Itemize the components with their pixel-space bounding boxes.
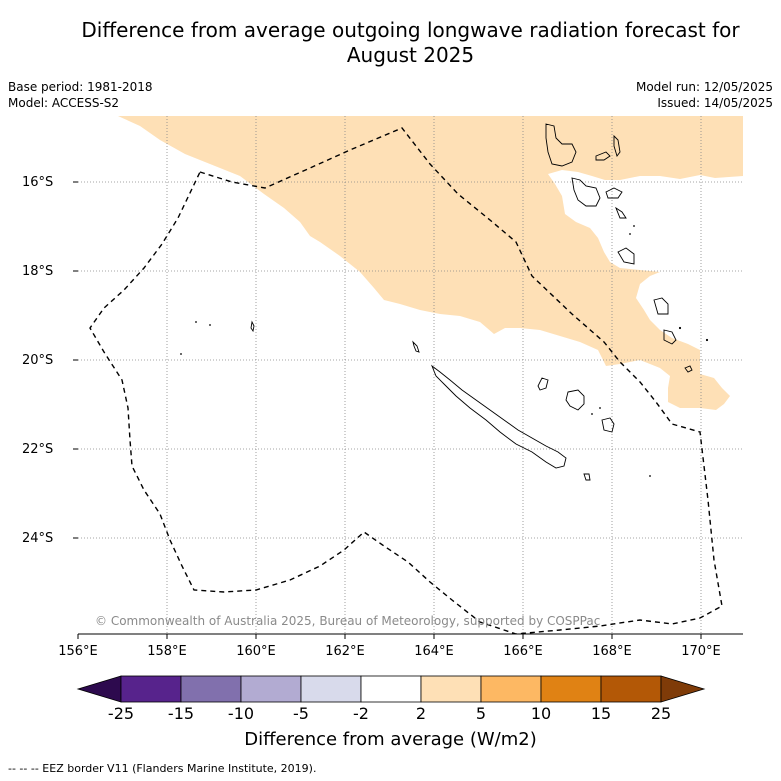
isle-of-pines (583, 473, 591, 481)
vanuatu-efate (617, 247, 635, 265)
coastlines (250, 123, 693, 481)
colorbar-bin-1 (120, 675, 182, 703)
base-period: Base period: 1981-2018 (8, 80, 153, 94)
meta-right: Model run: 12/05/2025 Issued: 14/05/2025 (636, 79, 773, 111)
meta-left: Base period: 1981-2018 Model: ACCESS-S2 (8, 79, 153, 111)
graticule (78, 116, 743, 634)
colorbar-title: Difference from average (W/m2) (244, 729, 537, 750)
tick-marks (73, 181, 702, 639)
colorbar-bin-2 (180, 675, 242, 703)
colorbar-bin-5 (360, 675, 422, 703)
lon-label-162e: 162°E (325, 644, 365, 659)
lon-label-166e: 166°E (503, 644, 543, 659)
new-caledonia-coastline (430, 364, 567, 469)
colorbar-tick: 25 (650, 704, 672, 723)
vanuatu-ambrym (605, 187, 623, 199)
map-title-line1: Difference from average outgoing longwav… (81, 18, 740, 42)
colorbar-tick: -2 (353, 704, 369, 723)
colorbar-tick: -10 (227, 704, 255, 723)
lon-label-156e: 156°E (58, 644, 98, 659)
lat-label-20s: 20°S (22, 353, 54, 368)
loyalty-islands-lifou (565, 389, 585, 411)
vanuatu-maewo (613, 134, 621, 157)
colorbar-tick: 2 (415, 704, 427, 723)
vanuatu-epi (615, 206, 627, 219)
vanuatu-erromango (653, 297, 669, 315)
loyalty-islands-ouvea (537, 377, 549, 391)
map-title-line2: August 2025 (346, 43, 475, 67)
colorbar-tick: -5 (293, 704, 309, 723)
vanuatu-malekula (571, 177, 601, 207)
loyalty-islands-mare (601, 417, 615, 433)
island-chesterfield (250, 320, 255, 333)
colorbar-extend-low (76, 675, 122, 703)
model-run: Model run: 12/05/2025 (635, 80, 773, 94)
island-belep (412, 340, 420, 353)
colorbar-tick: 15 (590, 704, 612, 723)
lat-label-22s: 22°S (22, 442, 54, 457)
colorbar-extend-high (660, 675, 706, 703)
lat-label-18s: 18°S (22, 264, 54, 279)
reef-dots (180, 225, 709, 477)
lat-label-16s: 16°S (22, 175, 54, 190)
vanuatu-ambae (595, 151, 611, 161)
colorbar-tick: -15 (167, 704, 195, 723)
colorbar-tick: 5 (475, 704, 487, 723)
colorbar-bin-8 (540, 675, 602, 703)
issued-date: Issued: 14/05/2025 (657, 96, 773, 110)
colorbar-bin-9 (600, 675, 662, 703)
lon-label-170e: 170°E (681, 644, 721, 659)
colorbar-tick: 10 (530, 704, 552, 723)
lon-label-158e: 158°E (147, 644, 187, 659)
colorbar-bin-4 (300, 675, 362, 703)
model-name: Model: ACCESS-S2 (8, 96, 120, 110)
colorbar-bin-7 (480, 675, 542, 703)
anomaly-region-2-5 (118, 116, 743, 410)
map-title: Difference from average outgoing longwav… (40, 18, 781, 68)
lon-label-160e: 160°E (236, 644, 276, 659)
lon-label-164e: 164°E (414, 644, 454, 659)
vanuatu-aneityum (684, 365, 693, 373)
colorbar-bin-6 (420, 675, 482, 703)
copyright-notice: © Commonwealth of Australia 2025, Bureau… (95, 614, 601, 628)
lat-label-24s: 24°S (22, 531, 54, 546)
colorbar-bin-3 (240, 675, 302, 703)
vanuatu-tanna (663, 329, 677, 345)
lon-label-168e: 168°E (592, 644, 632, 659)
eez-footnote: -- -- -- EEZ border V11 (Flanders Marine… (8, 762, 317, 775)
colorbar (76, 675, 706, 703)
eez-border (89, 127, 723, 634)
vanuatu-espiritu-santo (545, 123, 577, 167)
colorbar-tick: -25 (107, 704, 135, 723)
